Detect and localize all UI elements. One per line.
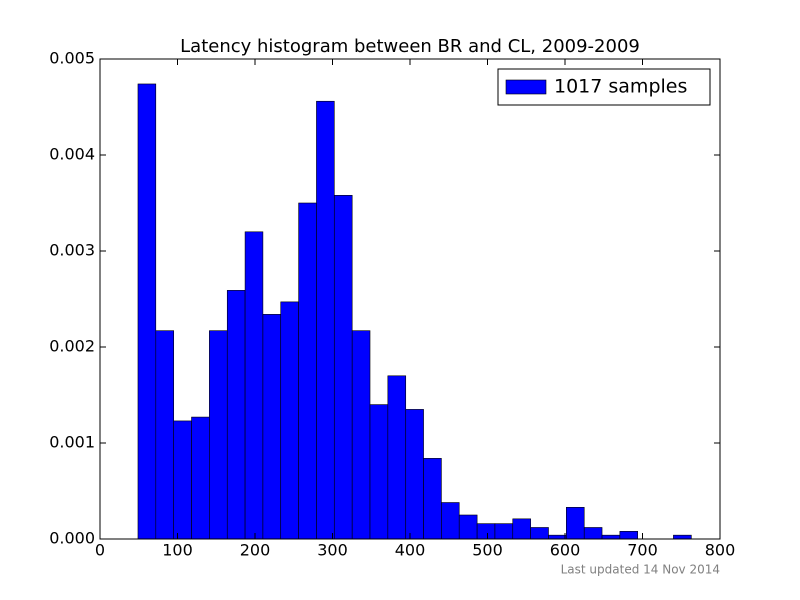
histogram-bar xyxy=(173,420,192,540)
x-tick-label: 700 xyxy=(627,541,658,560)
histogram-bar xyxy=(191,416,210,540)
histogram-bar xyxy=(351,330,371,540)
x-tick-label: 300 xyxy=(317,541,348,560)
y-tick-label: 0.004 xyxy=(49,145,95,164)
histogram-bar xyxy=(441,502,460,540)
histogram-bar xyxy=(209,330,228,540)
x-tick-label: 500 xyxy=(472,541,503,560)
y-tick-label: 0.000 xyxy=(49,529,95,548)
histogram-bar xyxy=(226,290,246,540)
chart-title: Latency histogram between BR and CL, 200… xyxy=(180,36,640,57)
histogram-bar xyxy=(369,404,389,540)
histogram-bar xyxy=(458,514,478,540)
legend-label: 1017 samples xyxy=(554,76,687,98)
x-tick-label: 100 xyxy=(162,541,193,560)
histogram-bar xyxy=(423,458,442,540)
x-tick-label: 200 xyxy=(240,541,271,560)
x-tick-label: 400 xyxy=(395,541,426,560)
histogram-bar xyxy=(405,409,424,540)
x-tick-label: 0 xyxy=(95,541,105,560)
histogram-bar xyxy=(387,375,407,540)
legend-swatch xyxy=(505,79,547,95)
histogram-bar xyxy=(333,195,353,540)
x-tick-label: 800 xyxy=(705,541,736,560)
histogram-bar xyxy=(280,301,299,540)
y-tick-label: 0.002 xyxy=(49,337,95,356)
histogram-bar xyxy=(512,518,531,540)
histogram-bar xyxy=(298,202,317,540)
histogram-bar xyxy=(494,523,514,540)
histogram-bar xyxy=(244,231,264,540)
histogram-bar xyxy=(476,523,496,540)
y-tick-label: 0.003 xyxy=(49,241,95,260)
histogram-bar xyxy=(548,534,567,540)
y-tick-label: 0.001 xyxy=(49,433,95,452)
y-tick-label: 0.005 xyxy=(49,49,95,68)
histogram-bar xyxy=(316,100,335,540)
histogram-bar xyxy=(619,531,638,540)
histogram-bar xyxy=(583,527,603,540)
histogram-bar xyxy=(137,83,157,540)
histogram-bar xyxy=(673,534,692,540)
histogram-bar xyxy=(566,507,585,540)
x-tick-label: 600 xyxy=(550,541,581,560)
footer-note: Last updated 14 Nov 2014 xyxy=(561,563,720,577)
histogram-bar xyxy=(155,330,175,540)
histogram-bar xyxy=(601,534,621,540)
histogram-bar xyxy=(530,527,549,540)
histogram-bar xyxy=(262,314,282,540)
